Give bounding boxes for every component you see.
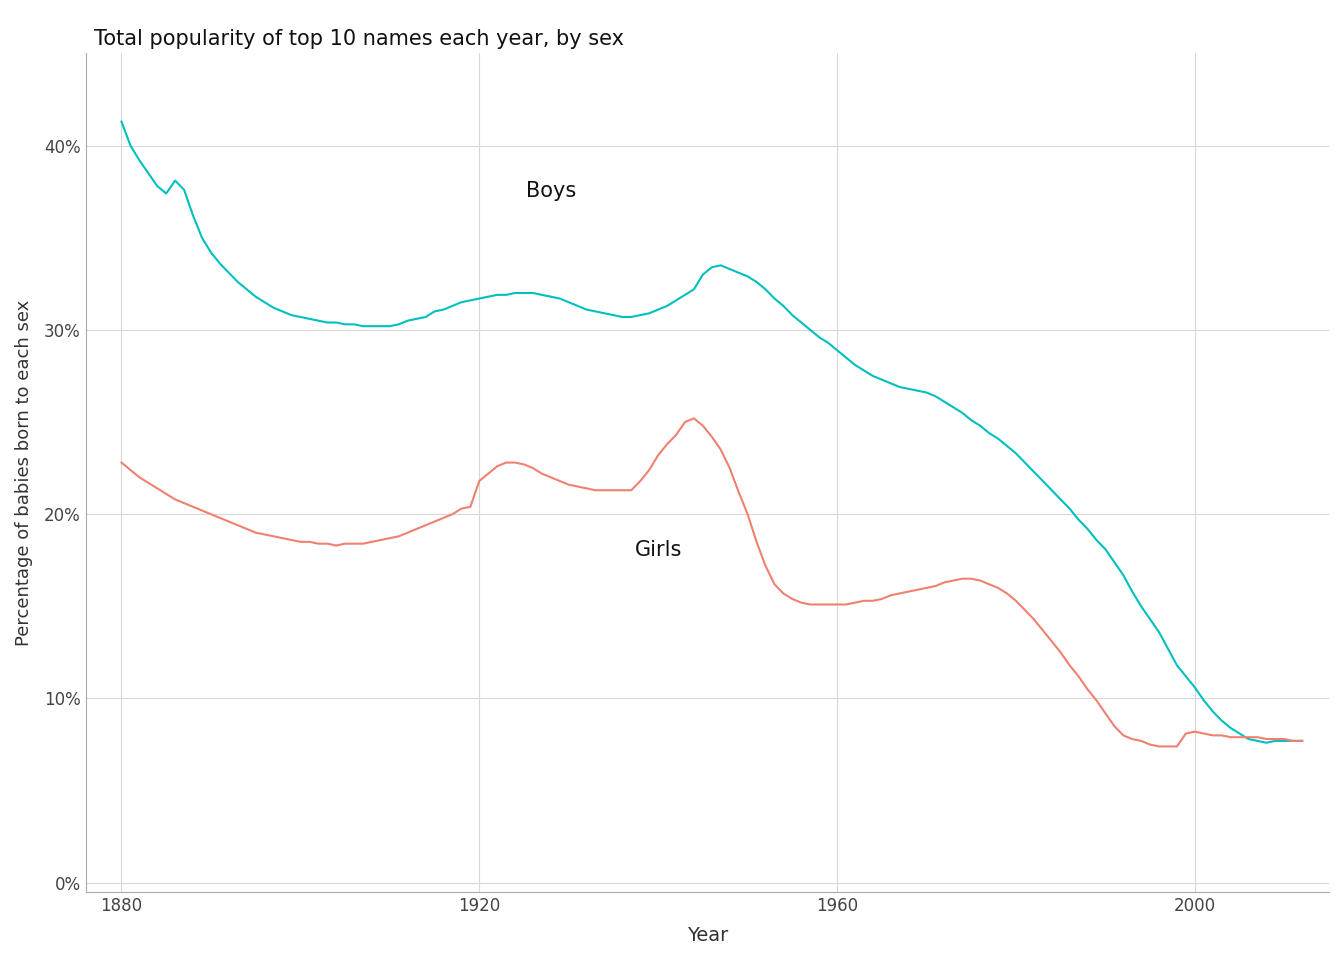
Text: Total popularity of top 10 names each year, by sex: Total popularity of top 10 names each ye…	[94, 29, 624, 49]
Y-axis label: Percentage of babies born to each sex: Percentage of babies born to each sex	[15, 300, 34, 646]
Text: Girls: Girls	[634, 540, 681, 561]
X-axis label: Year: Year	[687, 926, 728, 945]
Text: Boys: Boys	[526, 180, 577, 201]
